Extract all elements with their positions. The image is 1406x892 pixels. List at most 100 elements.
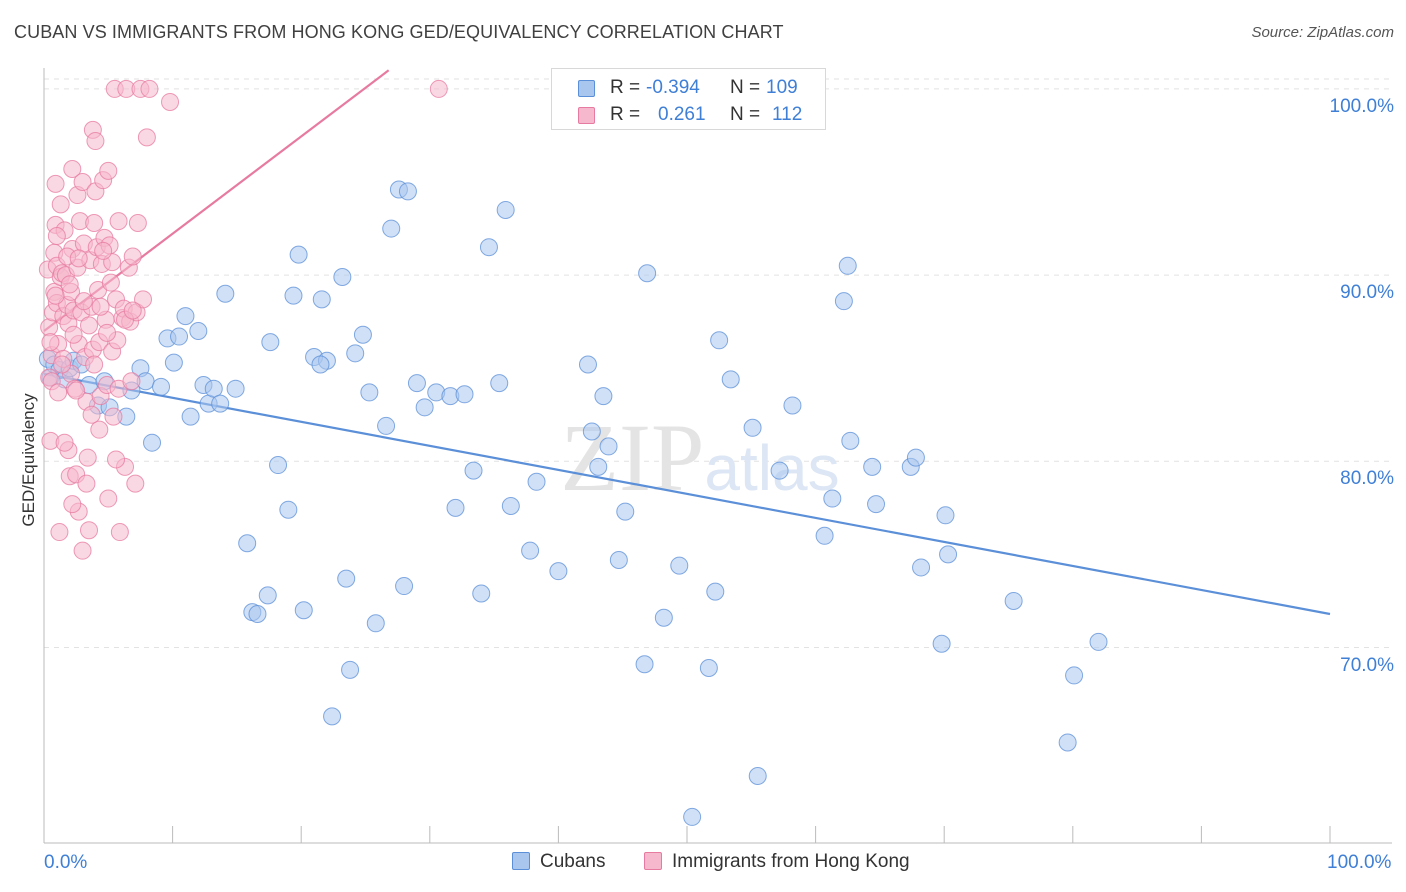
cubans-point bbox=[932, 634, 951, 653]
cubans-point bbox=[838, 256, 857, 275]
hongkong-point bbox=[49, 383, 68, 402]
cubans-point bbox=[189, 321, 208, 340]
hongkong-point bbox=[55, 433, 74, 452]
cubans-point bbox=[337, 569, 356, 588]
cubans-point bbox=[670, 556, 689, 575]
axes bbox=[43, 68, 1392, 844]
hongkong-point bbox=[82, 405, 101, 424]
cubans-point bbox=[1004, 591, 1023, 610]
legend-n-value: 112 bbox=[772, 104, 803, 125]
hongkong-point bbox=[85, 355, 104, 374]
cubans-point bbox=[549, 562, 568, 581]
cubans-point bbox=[455, 385, 474, 404]
cubans-point bbox=[783, 396, 802, 415]
cubans-point bbox=[748, 766, 767, 785]
cubans-point bbox=[743, 418, 762, 437]
legend-swatch-cubans bbox=[578, 80, 595, 97]
cubans-point bbox=[710, 331, 729, 350]
hongkong-point bbox=[74, 292, 93, 311]
hongkong-point bbox=[78, 448, 97, 467]
cubans-point bbox=[360, 383, 379, 402]
hongkong-point bbox=[60, 275, 79, 294]
hongkong-point bbox=[123, 247, 142, 266]
cubans-point bbox=[464, 461, 483, 480]
cubans-point bbox=[377, 416, 396, 435]
cubans-point bbox=[238, 534, 257, 553]
cubans-point bbox=[395, 577, 414, 596]
cubans-point bbox=[834, 292, 853, 311]
cubans-point bbox=[939, 545, 958, 564]
y-tick-label: 80.0% bbox=[1340, 468, 1394, 490]
hongkong-point bbox=[47, 227, 66, 246]
hongkong-point bbox=[94, 241, 113, 260]
cubans-point bbox=[638, 264, 657, 283]
cubans-point bbox=[323, 707, 342, 726]
grid-lines bbox=[44, 78, 1392, 648]
cubans-point bbox=[599, 437, 618, 456]
cubans-point bbox=[1058, 733, 1077, 752]
hongkong-point bbox=[123, 301, 142, 320]
cubans-point bbox=[472, 584, 491, 603]
cubans-trend-line bbox=[43, 372, 1331, 616]
hongkong-point bbox=[90, 420, 109, 439]
cubans-point bbox=[654, 608, 673, 627]
cubans-point bbox=[501, 496, 520, 515]
hongkong-point bbox=[429, 79, 448, 98]
hongkong-point bbox=[46, 174, 65, 193]
hongkong-point bbox=[63, 495, 82, 514]
cubans-point bbox=[346, 344, 365, 363]
legend-item-hongkong: Immigrants from Hong Kong bbox=[644, 851, 910, 873]
hongkong-point bbox=[99, 489, 118, 508]
y-axis-title: GED/Equivalency bbox=[19, 393, 38, 527]
cubans-point bbox=[496, 200, 515, 219]
hongkong-point bbox=[80, 316, 99, 335]
cubans-point bbox=[269, 456, 288, 475]
cubans-point bbox=[289, 245, 308, 264]
cubans-point bbox=[1089, 632, 1108, 651]
x-tick-label-max: 100.0% bbox=[1327, 852, 1392, 873]
legend-n-value: 109 bbox=[766, 77, 798, 98]
cubans-point bbox=[164, 353, 183, 372]
cubans-point bbox=[594, 387, 613, 406]
cubans-point bbox=[261, 333, 280, 352]
legend-r-value: 0.261 bbox=[658, 104, 706, 125]
cubans-point bbox=[863, 457, 882, 476]
hongkong-point bbox=[107, 450, 126, 469]
source-note: Source: ZipAtlas.com bbox=[1251, 24, 1394, 41]
hongkong-point bbox=[110, 523, 129, 542]
hongkong-point bbox=[80, 521, 99, 540]
hongkong-point bbox=[161, 92, 180, 111]
legend-r-value: -0.394 bbox=[646, 77, 700, 98]
data-points bbox=[38, 79, 1108, 826]
hongkong-point bbox=[140, 79, 159, 98]
cubans-point bbox=[341, 660, 360, 679]
hongkong-point bbox=[67, 381, 86, 400]
cubans-point bbox=[382, 219, 401, 238]
cubans-point bbox=[867, 495, 886, 514]
correlation-legend: R = -0.394 N = 109 R = 0.261 N = 112 bbox=[551, 68, 826, 130]
hongkong-point bbox=[91, 297, 110, 316]
cubans-point bbox=[770, 461, 789, 480]
hongkong-point bbox=[99, 161, 118, 180]
cubans-point bbox=[582, 422, 601, 441]
cubans-point bbox=[841, 431, 860, 450]
cubans-point bbox=[578, 355, 597, 374]
hongkong-point bbox=[69, 249, 88, 268]
hongkong-point bbox=[50, 523, 69, 542]
legend-r-label: R = bbox=[610, 77, 641, 98]
cubans-point bbox=[248, 604, 267, 623]
legend-swatch-hongkong bbox=[578, 107, 595, 124]
hongkong-point bbox=[126, 474, 145, 493]
cubans-point bbox=[353, 325, 372, 344]
y-tick-label: 70.0% bbox=[1340, 654, 1394, 676]
hongkong-point bbox=[53, 355, 72, 374]
cubans-point bbox=[294, 601, 313, 620]
cubans-point bbox=[527, 472, 546, 491]
chart-title: CUBAN VS IMMIGRANTS FROM HONG KONG GED/E… bbox=[14, 22, 784, 42]
legend-r-label: R = bbox=[610, 104, 641, 125]
cubans-point bbox=[311, 355, 330, 374]
cubans-point bbox=[366, 614, 385, 633]
cubans-point bbox=[635, 655, 654, 674]
legend-swatch-cubans bbox=[512, 852, 530, 870]
hongkong-point bbox=[101, 273, 120, 292]
